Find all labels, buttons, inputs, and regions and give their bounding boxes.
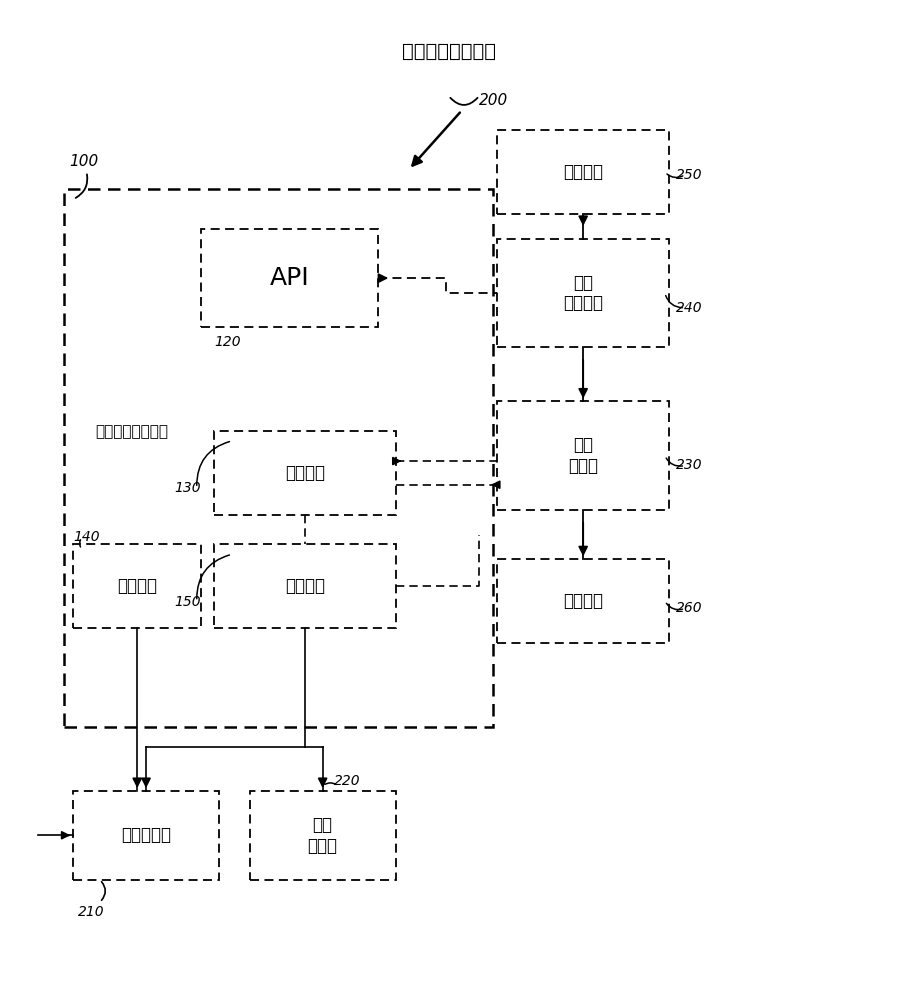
Text: 250: 250 xyxy=(676,168,703,182)
Text: 120: 120 xyxy=(214,335,241,349)
Text: 150: 150 xyxy=(175,595,201,609)
Text: 到岸成本担保网络: 到岸成本担保网络 xyxy=(402,42,495,61)
Text: 通信模块: 通信模块 xyxy=(118,577,157,595)
Bar xyxy=(249,791,396,880)
Text: 260: 260 xyxy=(676,601,703,615)
Bar xyxy=(497,130,669,214)
Text: 220: 220 xyxy=(334,774,361,788)
Text: 打印模块: 打印模块 xyxy=(563,163,603,181)
Bar xyxy=(201,229,378,327)
Text: 140: 140 xyxy=(74,530,100,544)
Text: 到岸成本担保系统: 到岸成本担保系统 xyxy=(95,424,169,439)
Bar xyxy=(497,239,669,347)
Text: 电子
零售商: 电子 零售商 xyxy=(568,436,598,475)
Text: 核实模块: 核实模块 xyxy=(285,464,325,482)
Text: 130: 130 xyxy=(175,481,201,495)
Bar xyxy=(214,544,396,628)
Text: 200: 200 xyxy=(479,93,509,108)
Bar xyxy=(214,431,396,515)
Text: 100: 100 xyxy=(69,154,98,169)
Text: 物品
接收方: 物品 接收方 xyxy=(308,816,337,855)
Text: 退款模块: 退款模块 xyxy=(285,577,325,595)
Bar xyxy=(74,791,219,880)
Text: 230: 230 xyxy=(676,458,703,472)
Bar xyxy=(65,189,492,727)
Text: 物品
接收中心: 物品 接收中心 xyxy=(563,274,603,312)
Bar xyxy=(497,559,669,643)
Bar xyxy=(497,401,669,510)
Text: 240: 240 xyxy=(676,301,703,315)
Text: 物品发送方: 物品发送方 xyxy=(121,826,171,844)
Bar xyxy=(74,544,201,628)
Text: API: API xyxy=(270,266,309,290)
Text: 210: 210 xyxy=(78,905,104,919)
Text: 打印模块: 打印模块 xyxy=(563,592,603,610)
